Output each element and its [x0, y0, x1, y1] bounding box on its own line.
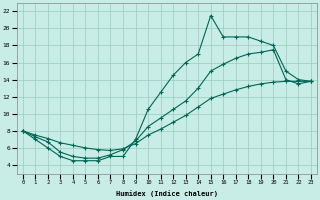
X-axis label: Humidex (Indice chaleur): Humidex (Indice chaleur) [116, 190, 218, 197]
